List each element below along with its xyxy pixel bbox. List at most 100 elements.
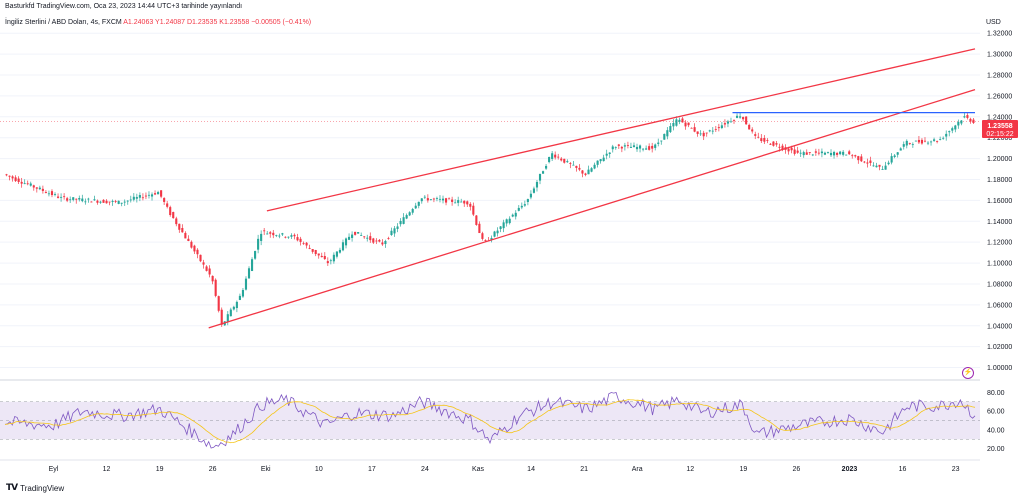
- candle-body: [214, 279, 217, 296]
- time-axis[interactable]: Eyl 12 19 26 Eki 10 17 24 Kas 14 21 Ara 12 19 26 2023 16…: [0, 459, 980, 473]
- candle-body: [729, 121, 733, 123]
- price-tick-label: 1.10000: [987, 261, 1012, 268]
- candle-body: [660, 140, 663, 142]
- currency-label: USD: [986, 19, 1001, 26]
- candle-body: [199, 254, 202, 262]
- candle-body: [714, 129, 717, 130]
- candle-body: [711, 130, 714, 132]
- candle-body: [687, 122, 690, 126]
- price-axis[interactable]: 1.32000 1.30000 1.28000 1.26000 1.24000 1.220…: [987, 31, 1012, 372]
- candle-body: [444, 198, 448, 203]
- candle-body: [514, 212, 517, 217]
- candle-body: [323, 255, 326, 260]
- candle-body: [32, 185, 35, 188]
- candle-body: [863, 161, 866, 163]
- candle-body: [166, 203, 169, 207]
- time-tick-label: 12: [103, 466, 111, 473]
- candle-body: [587, 169, 590, 175]
- candle-body: [778, 146, 781, 148]
- rsi-ma-line: [4, 399, 976, 444]
- footer-brand[interactable]: TV TradingView: [6, 483, 64, 493]
- candle-body: [317, 253, 320, 256]
- candle-body: [696, 131, 699, 134]
- brand-name: TradingView: [20, 483, 65, 493]
- candle-body: [808, 152, 811, 153]
- candle-body: [205, 266, 208, 271]
- price-tick-label: 1.08000: [987, 281, 1012, 288]
- candle-body: [235, 301, 238, 309]
- candle-body: [441, 198, 445, 201]
- candle-body: [108, 201, 111, 203]
- candle-body: [860, 156, 863, 162]
- candle-body: [472, 205, 475, 215]
- candle-body: [293, 234, 296, 237]
- candle-body: [769, 143, 772, 145]
- time-tick-label: 26: [793, 466, 801, 473]
- rsi-axis[interactable]: 80.00 60.00 40.00 20.00: [987, 390, 1005, 453]
- candle-body: [717, 127, 720, 129]
- candle-body: [557, 156, 560, 158]
- time-tick-label: 14: [527, 466, 535, 473]
- candle-body: [8, 175, 11, 177]
- candle-body: [914, 140, 917, 142]
- candle-body: [357, 231, 360, 234]
- rsi-tick-label: 20.00: [987, 446, 1005, 453]
- candle-body: [754, 134, 757, 136]
- candle-body: [684, 122, 687, 127]
- candle-body: [208, 268, 211, 275]
- candle-body: [675, 119, 678, 126]
- candle-body: [69, 199, 72, 201]
- candle-body: [502, 222, 505, 229]
- candle-body: [426, 198, 429, 201]
- candle-body: [269, 232, 272, 234]
- candle-body: [526, 199, 529, 202]
- candle-body: [147, 194, 151, 196]
- symbol-title[interactable]: İngiliz Sterlini / ABD Doları, 4s, FXCM: [5, 19, 122, 26]
- candle-body: [254, 251, 257, 259]
- candle-body: [278, 235, 281, 237]
- candle-body: [872, 165, 875, 167]
- candle-body: [866, 162, 869, 164]
- candle-body: [35, 187, 38, 189]
- candle-body: [226, 314, 229, 322]
- candle-body: [26, 183, 29, 185]
- candle-body: [781, 145, 784, 150]
- candle-body: [102, 199, 105, 203]
- candle-body: [460, 201, 463, 203]
- candle-body: [81, 198, 84, 202]
- time-tick-label: 19: [156, 466, 164, 473]
- candle-body: [181, 227, 184, 233]
- rsi-tick-label: 40.00: [987, 427, 1005, 434]
- candle-body: [832, 151, 836, 156]
- candle-body: [775, 143, 778, 145]
- candle-body: [417, 201, 420, 206]
- candle-body: [829, 152, 833, 156]
- candle-body: [93, 199, 96, 201]
- symbol-legend: İngiliz Sterlini / ABD Doları, 4s, FXCM …: [5, 19, 311, 26]
- candle-body: [451, 199, 454, 202]
- candle-body: [966, 115, 969, 118]
- candle-body: [899, 148, 902, 151]
- channel-lower[interactable]: [208, 89, 976, 329]
- candle-body: [284, 236, 287, 238]
- lightning-icon[interactable]: ⚡: [962, 367, 974, 379]
- candle-body: [538, 173, 542, 181]
- candle-body: [551, 153, 554, 159]
- candle-body: [757, 136, 760, 138]
- candle-body: [272, 232, 275, 236]
- candle-body: [305, 242, 308, 246]
- price-trendlines[interactable]: [208, 48, 976, 329]
- candle-body: [257, 238, 260, 250]
- channel-upper[interactable]: [266, 48, 976, 212]
- candle-body: [347, 236, 351, 240]
- candle-body: [848, 151, 851, 155]
- candle-body: [493, 231, 496, 237]
- candle-body: [505, 219, 508, 224]
- time-tick-label: 12: [686, 466, 694, 473]
- candle-body: [584, 173, 587, 175]
- candle-body: [869, 160, 872, 163]
- candle-body: [681, 118, 684, 123]
- candle-body: [84, 201, 87, 203]
- candle-body: [326, 261, 329, 264]
